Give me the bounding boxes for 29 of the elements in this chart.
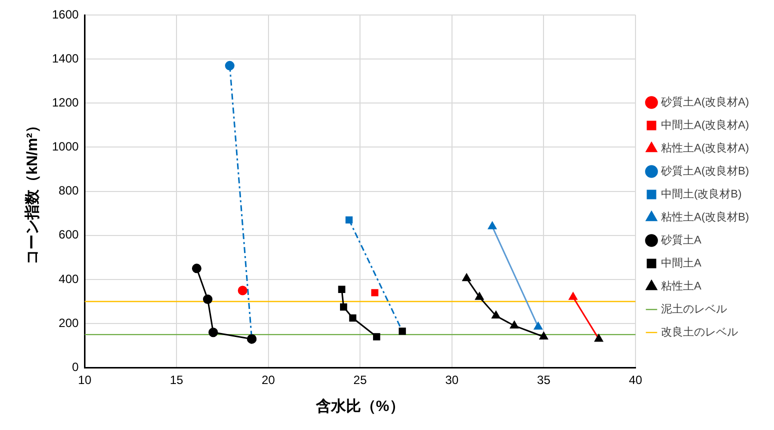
y-tick-label: 1000 bbox=[52, 140, 80, 154]
x-tick-label: 35 bbox=[537, 373, 551, 388]
y-tick-label: 0 bbox=[72, 360, 80, 374]
y-tick-label: 1400 bbox=[52, 51, 80, 66]
legend-label: 粘性土A bbox=[661, 280, 702, 293]
legend-label: 粘性土A(改良材B) bbox=[661, 210, 749, 224]
legend-label: 中間土A bbox=[661, 256, 702, 270]
x-tick-label: 10 bbox=[78, 373, 92, 388]
y-axis-title: コーン指数（kN/m²） bbox=[24, 118, 42, 265]
legend-label: 中間土(改良材B) bbox=[661, 188, 742, 201]
y-tick-label: 1600 bbox=[52, 7, 80, 22]
y-tick-label: 600 bbox=[58, 228, 80, 242]
y-tick-label: 1200 bbox=[52, 95, 80, 110]
y-tick-label: 400 bbox=[58, 272, 80, 286]
y-tick-label: 200 bbox=[58, 316, 80, 330]
x-tick-label: 20 bbox=[262, 373, 276, 388]
legend-label: 中間土A(改良材A) bbox=[661, 118, 749, 132]
x-axis-title: 含水比（%） bbox=[314, 398, 404, 416]
legend-label: 砂質土A(改良材B) bbox=[660, 164, 749, 178]
legend-label: 粘性土A(改良材A) bbox=[661, 142, 749, 155]
legend-label: 改良土のレベル bbox=[661, 326, 738, 339]
legend-label: 砂質土A bbox=[660, 234, 702, 247]
y-tick-label: 800 bbox=[58, 184, 80, 198]
legend-label: 泥土のレベル bbox=[661, 302, 727, 316]
legend-label: 砂質土A(改良材A) bbox=[660, 96, 749, 109]
x-tick-label: 40 bbox=[628, 373, 642, 388]
x-tick-label: 30 bbox=[445, 373, 459, 388]
x-tick-label: 25 bbox=[353, 373, 368, 388]
x-tick-label: 15 bbox=[170, 373, 184, 388]
